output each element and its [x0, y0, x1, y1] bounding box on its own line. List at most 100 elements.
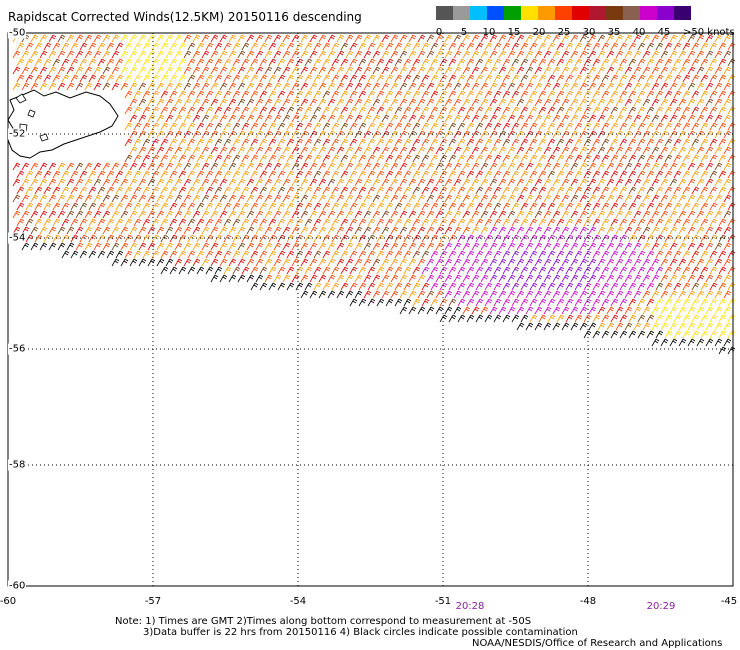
wind-barb [111, 194, 120, 203]
wind-barb [646, 122, 655, 131]
wind-barb [718, 346, 727, 355]
wind-barb [561, 146, 570, 155]
wind-barb [570, 322, 579, 331]
wind-barb [727, 314, 736, 323]
wind-barb [255, 194, 264, 203]
wind-barb [696, 162, 705, 171]
wind-barb [502, 138, 511, 147]
wind-barb [367, 282, 376, 291]
wind-barb [169, 122, 178, 131]
wind-barb [592, 122, 601, 131]
wind-barb [66, 82, 75, 91]
wind-barb [511, 74, 520, 83]
wind-barb [651, 114, 660, 123]
wind-barb [304, 218, 313, 227]
wind-barb [543, 98, 552, 107]
wind-barb [669, 306, 678, 315]
wind-barb [493, 314, 502, 323]
wind-barb [84, 50, 93, 59]
wind-barb [205, 106, 214, 115]
wind-barb [237, 178, 246, 187]
wind-barb [615, 226, 624, 235]
wind-barb [723, 162, 732, 171]
wind-barb [327, 50, 336, 59]
wind-barb [340, 154, 349, 163]
wind-barb [417, 210, 426, 219]
wind-barb [633, 130, 642, 139]
wind-barb [633, 306, 642, 315]
wind-barb [381, 130, 390, 139]
wind-barb [448, 202, 457, 211]
wind-barb [534, 226, 543, 235]
wind-barb [646, 74, 655, 83]
wind-barb [48, 242, 57, 251]
wind-barb [534, 114, 543, 123]
wind-barb [52, 74, 61, 83]
wind-barb [70, 250, 79, 259]
wind-barb [399, 50, 408, 59]
wind-barb [120, 178, 129, 187]
wind-barb [448, 218, 457, 227]
wind-barb [655, 106, 664, 115]
wind-barb [565, 250, 574, 259]
wind-barb [70, 170, 79, 179]
wind-barb [237, 50, 246, 59]
wind-barb [475, 186, 484, 195]
wind-barb [52, 58, 61, 67]
wind-barb [223, 90, 232, 99]
wind-barb [336, 162, 345, 171]
wind-barb [124, 202, 133, 211]
wind-barb [250, 170, 259, 179]
wind-barb [489, 114, 498, 123]
wind-barb [453, 194, 462, 203]
wind-barb [313, 58, 322, 67]
wind-barb [592, 234, 601, 243]
wind-barb [556, 266, 565, 275]
wind-barb [538, 282, 547, 291]
wind-barb [552, 258, 561, 267]
wind-barb [417, 34, 426, 43]
wind-barb [552, 50, 561, 59]
wind-barb [484, 234, 493, 243]
wind-barb [327, 66, 336, 75]
wind-barb [210, 274, 219, 283]
wind-barb [349, 282, 358, 291]
wind-barb [390, 242, 399, 251]
wind-barb [606, 66, 615, 75]
wind-barb [444, 226, 453, 235]
wind-barb [196, 266, 205, 275]
wind-barb [192, 50, 201, 59]
wind-barb [484, 202, 493, 211]
wind-barb [214, 42, 223, 51]
wind-barb [624, 258, 633, 267]
wind-barb [673, 90, 682, 99]
wind-barb [79, 74, 88, 83]
wind-barb [228, 210, 237, 219]
wind-barb [372, 82, 381, 91]
wind-barb [588, 178, 597, 187]
wind-barb [565, 58, 574, 67]
wind-barb [381, 290, 390, 299]
wind-barb [12, 50, 21, 59]
wind-barb [372, 98, 381, 107]
wind-barb [70, 218, 79, 227]
wind-barb [372, 210, 381, 219]
wind-barb [142, 218, 151, 227]
wind-barb [250, 138, 259, 147]
wind-barb [462, 290, 471, 299]
wind-barb [273, 178, 282, 187]
wind-barb [412, 250, 421, 259]
wind-barb [336, 242, 345, 251]
wind-barb [678, 146, 687, 155]
wind-barb [408, 178, 417, 187]
lon-label-54: -54 [289, 596, 307, 607]
wind-barb [511, 314, 520, 323]
wind-barb [309, 162, 318, 171]
wind-barb [309, 242, 318, 251]
wind-barb [534, 290, 543, 299]
wind-barb [340, 122, 349, 131]
wind-barb [651, 306, 660, 315]
wind-barb [619, 282, 628, 291]
wind-barb [205, 202, 214, 211]
wind-barb [214, 218, 223, 227]
